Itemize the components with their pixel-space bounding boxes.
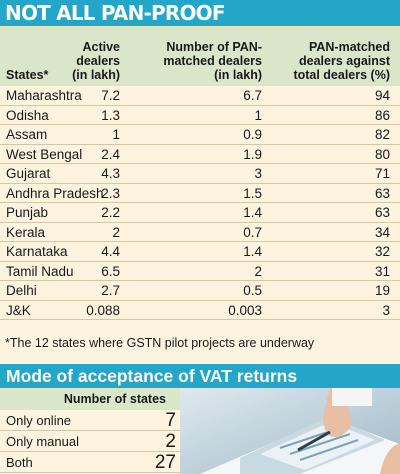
table-row: Kerala 2 0.7 34: [0, 223, 400, 242]
table-row: Punjab 2.2 1.4 63: [0, 203, 400, 223]
tablet-photo: [180, 388, 400, 474]
header-states: States*: [6, 68, 49, 82]
header-active-dealers: Active dealers (in lakh): [72, 40, 120, 82]
table-row: J&K 0.088 0.003 3: [0, 301, 400, 320]
tablet-illustration: [180, 388, 400, 474]
mode-table-body: Only online 7 Only manual 2 Both 27: [0, 410, 180, 473]
mode-header: Number of states: [0, 388, 180, 410]
state-table-body: Maharashtra 7.2 6.7 94 Odisha 1.3 1 86 Assam 1 0…: [0, 86, 400, 320]
table-row: Gujarat 4.3 3 71: [0, 164, 400, 184]
table-row: Assam 1 0.9 82: [0, 125, 400, 145]
mode-row: Both 27: [0, 452, 180, 473]
header-pan-matched: Number of PAN- matched dealers (in lakh): [163, 40, 262, 82]
header-pan-percent: PAN-matched dealers against total dealer…: [293, 40, 390, 82]
table-row: West Bengal 2.4 1.9 80: [0, 145, 400, 164]
table-row: Andhra Pradesh 2.3 1.5 63: [0, 184, 400, 203]
table-row: Karnataka 4.4 1.4 32: [0, 242, 400, 262]
table-row: Odisha 1.3 1 86: [0, 106, 400, 125]
footnote: *The 12 states where GSTN pilot projects…: [5, 336, 315, 350]
mode-row: Only manual 2: [0, 431, 180, 452]
table-row: Maharashtra 7.2 6.7 94: [0, 86, 400, 106]
table-row: Tamil Nadu 6.5 2 31: [0, 262, 400, 281]
table-row: Delhi 2.7 0.5 19: [0, 281, 400, 301]
mode-row: Only online 7: [0, 410, 180, 431]
infographic-title: NOT ALL PAN-PROOF: [0, 0, 400, 26]
table-header: States* Active dealers (in lakh) Number …: [0, 26, 400, 86]
mode-section-title: Mode of acceptance of VAT returns: [0, 364, 400, 388]
